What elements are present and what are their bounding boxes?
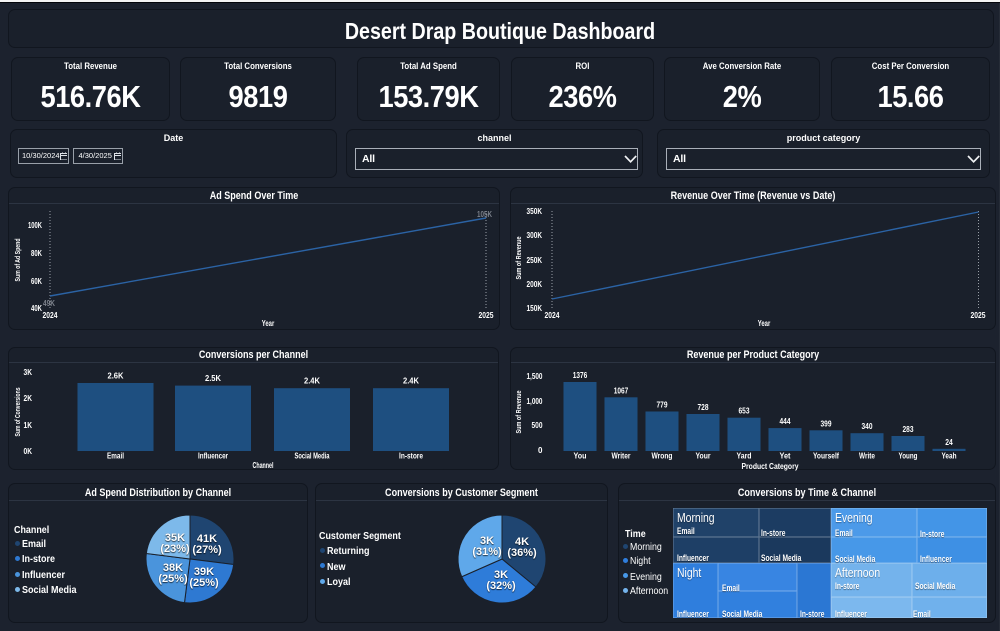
svg-text:2024: 2024: [545, 311, 560, 320]
svg-text:150K: 150K: [527, 304, 543, 313]
svg-text:Your: Your: [696, 451, 712, 461]
svg-text:Sum of Conversions: Sum of Conversions: [13, 388, 22, 437]
svg-text:Write: Write: [859, 451, 875, 461]
svg-text:100K: 100K: [28, 221, 42, 230]
svg-text:40K: 40K: [31, 304, 42, 313]
svg-text:283: 283: [903, 424, 914, 434]
svg-text:Product Category: Product Category: [742, 462, 799, 471]
svg-text:1376: 1376: [573, 370, 588, 380]
svg-text:350K: 350K: [527, 207, 543, 216]
svg-text:Wrong: Wrong: [652, 451, 673, 461]
svg-text:1067: 1067: [614, 385, 629, 395]
svg-text:0: 0: [538, 446, 543, 455]
svg-text:3K: 3K: [24, 368, 33, 377]
svg-text:653: 653: [739, 406, 750, 416]
svg-text:Year: Year: [262, 319, 275, 328]
svg-text:Influencer: Influencer: [198, 451, 229, 461]
svg-text:60K: 60K: [31, 277, 42, 286]
svg-text:728: 728: [698, 402, 709, 412]
svg-text:Yourself: Yourself: [813, 451, 839, 461]
svg-text:Writer: Writer: [612, 451, 632, 461]
svg-text:2K: 2K: [24, 394, 33, 403]
svg-text:2.6K: 2.6K: [108, 371, 125, 381]
svg-text:Sum of Ad Spend: Sum of Ad Spend: [13, 238, 22, 281]
svg-text:1,000: 1,000: [527, 397, 543, 406]
svg-text:2024: 2024: [43, 311, 58, 320]
svg-text:2.4K: 2.4K: [304, 376, 321, 386]
svg-text:Young: Young: [899, 451, 918, 461]
svg-text:779: 779: [657, 400, 668, 410]
svg-text:1K: 1K: [24, 421, 33, 430]
svg-text:399: 399: [821, 418, 832, 428]
svg-text:500: 500: [532, 421, 543, 430]
svg-text:Yard: Yard: [737, 451, 752, 461]
svg-text:105K: 105K: [477, 210, 492, 219]
svg-text:Sum of Revenue: Sum of Revenue: [514, 237, 523, 280]
svg-text:80K: 80K: [31, 249, 42, 258]
svg-text:2.4K: 2.4K: [403, 376, 420, 386]
svg-text:1,500: 1,500: [527, 372, 543, 381]
svg-text:In-store: In-store: [399, 451, 423, 461]
svg-text:Yet: Yet: [780, 451, 791, 461]
svg-text:2.5K: 2.5K: [205, 373, 222, 383]
svg-text:Sum of Revenue: Sum of Revenue: [514, 391, 523, 434]
svg-text:2025: 2025: [479, 311, 494, 320]
svg-text:200K: 200K: [527, 280, 543, 289]
svg-text:Social Media: Social Media: [295, 451, 330, 461]
svg-text:You: You: [574, 451, 587, 461]
svg-text:0K: 0K: [24, 447, 33, 456]
svg-text:24: 24: [945, 437, 953, 447]
svg-text:Yeah: Yeah: [942, 451, 957, 461]
svg-text:Email: Email: [107, 451, 124, 461]
svg-text:2025: 2025: [971, 311, 986, 320]
svg-text:Year: Year: [758, 319, 771, 328]
svg-text:49K: 49K: [43, 299, 55, 308]
svg-text:250K: 250K: [527, 256, 543, 265]
svg-text:Channel: Channel: [253, 461, 274, 470]
svg-text:300K: 300K: [527, 231, 543, 240]
svg-text:444: 444: [780, 416, 791, 426]
svg-text:340: 340: [862, 421, 873, 431]
